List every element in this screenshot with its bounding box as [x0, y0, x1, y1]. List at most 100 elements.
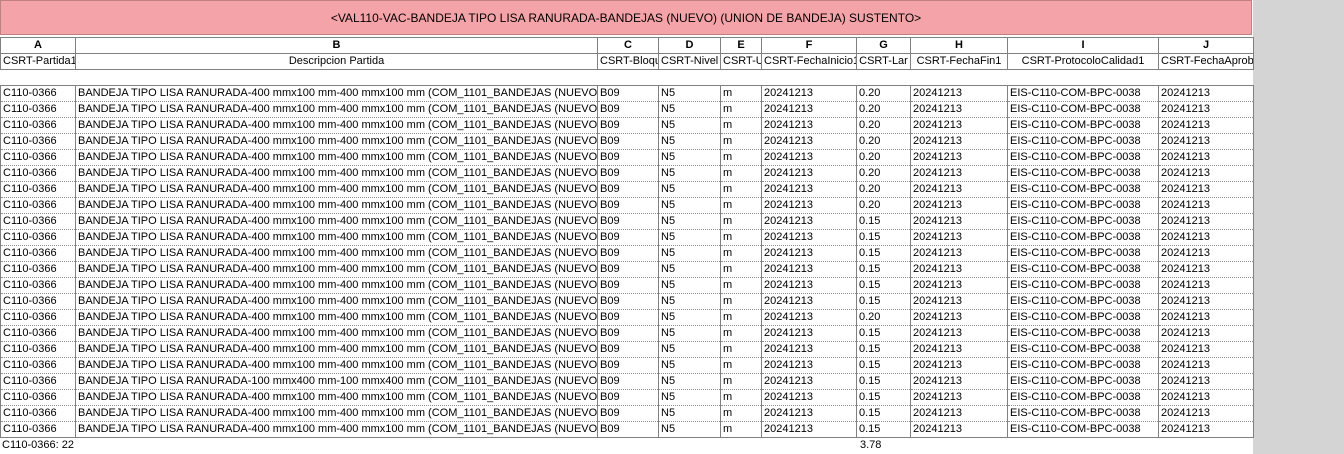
table-cell[interactable]: 20241213 — [1158, 357, 1254, 374]
table-cell[interactable]: C110-0366 — [0, 229, 76, 246]
table-cell[interactable]: 20241213 — [910, 229, 1008, 246]
table-cell[interactable]: m — [720, 117, 762, 134]
table-cell[interactable]: m — [720, 357, 762, 374]
table-cell[interactable]: B09 — [597, 165, 659, 182]
column-header[interactable]: CSRT-Partida1 — [0, 53, 76, 70]
table-cell[interactable]: 20241213 — [1158, 149, 1254, 166]
table-row[interactable]: C110-0366 BANDEJA TIPO LISA RANURADA-400 … — [0, 149, 1254, 166]
table-cell[interactable]: BANDEJA TIPO LISA RANURADA-400 mmx100 mm… — [75, 293, 598, 310]
table-cell[interactable]: 0.15 — [856, 277, 911, 294]
table-cell[interactable]: 0.15 — [856, 293, 911, 310]
table-cell[interactable]: B09 — [597, 325, 659, 342]
table-cell[interactable]: N5 — [658, 357, 721, 374]
table-cell[interactable]: BANDEJA TIPO LISA RANURADA-400 mmx100 mm… — [75, 309, 598, 326]
table-cell[interactable]: 0.20 — [856, 197, 911, 214]
table-cell[interactable]: 20241213 — [761, 165, 857, 182]
table-cell[interactable]: 20241213 — [1158, 197, 1254, 214]
table-cell[interactable]: B09 — [597, 421, 659, 438]
table-cell[interactable]: 20241213 — [910, 197, 1008, 214]
table-cell[interactable]: N5 — [658, 309, 721, 326]
table-cell[interactable]: 20241213 — [910, 181, 1008, 198]
table-cell[interactable]: 20241213 — [1158, 373, 1254, 390]
table-row[interactable]: C110-0366 BANDEJA TIPO LISA RANURADA-400 … — [0, 293, 1254, 310]
table-cell[interactable]: 20241213 — [910, 309, 1008, 326]
table-row[interactable]: C110-0366 BANDEJA TIPO LISA RANURADA-400 … — [0, 341, 1254, 358]
column-header[interactable]: CSRT-Bloque — [597, 53, 659, 70]
table-cell[interactable]: 20241213 — [761, 277, 857, 294]
table-cell[interactable]: 20241213 — [1158, 421, 1254, 438]
column-header[interactable]: CSRT-FechaInicio1 — [761, 53, 857, 70]
table-cell[interactable]: 20241213 — [1158, 389, 1254, 406]
table-cell[interactable]: 20241213 — [910, 85, 1008, 102]
column-letter-d[interactable]: D — [658, 37, 721, 54]
table-cell[interactable]: 20241213 — [910, 133, 1008, 150]
table-row[interactable]: C110-0366 BANDEJA TIPO LISA RANURADA-400 … — [0, 309, 1254, 326]
table-cell[interactable]: 0.20 — [856, 165, 911, 182]
table-cell[interactable]: 20241213 — [761, 229, 857, 246]
table-cell[interactable]: EIS-C110-COM-BPC-0038 — [1007, 421, 1159, 438]
table-cell[interactable]: m — [720, 213, 762, 230]
table-cell[interactable]: 20241213 — [761, 293, 857, 310]
table-cell[interactable]: EIS-C110-COM-BPC-0038 — [1007, 373, 1159, 390]
table-cell[interactable]: B09 — [597, 389, 659, 406]
table-cell[interactable]: 20241213 — [910, 293, 1008, 310]
table-cell[interactable]: 20241213 — [761, 197, 857, 214]
table-cell[interactable]: C110-0366 — [0, 165, 76, 182]
table-cell[interactable]: 0.15 — [856, 229, 911, 246]
table-cell[interactable]: N5 — [658, 229, 721, 246]
table-cell[interactable]: 20241213 — [910, 277, 1008, 294]
table-cell[interactable]: 0.20 — [856, 85, 911, 102]
table-cell[interactable]: BANDEJA TIPO LISA RANURADA-100 mmx400 mm… — [75, 373, 598, 390]
table-cell[interactable]: 20241213 — [761, 245, 857, 262]
table-cell[interactable]: 20241213 — [761, 85, 857, 102]
table-cell[interactable]: N5 — [658, 293, 721, 310]
table-cell[interactable]: B09 — [597, 181, 659, 198]
table-cell[interactable]: 20241213 — [761, 101, 857, 118]
table-cell[interactable]: m — [720, 389, 762, 406]
table-cell[interactable]: C110-0366 — [0, 213, 76, 230]
table-cell[interactable]: BANDEJA TIPO LISA RANURADA-400 mmx100 mm… — [75, 85, 598, 102]
table-cell[interactable]: B09 — [597, 261, 659, 278]
table-cell[interactable]: m — [720, 293, 762, 310]
table-cell[interactable]: m — [720, 405, 762, 422]
table-row[interactable]: C110-0366 BANDEJA TIPO LISA RANURADA-400 … — [0, 101, 1254, 118]
table-cell[interactable]: C110-0366 — [0, 197, 76, 214]
table-cell[interactable]: C110-0366 — [0, 421, 76, 438]
table-cell[interactable]: 20241213 — [1158, 213, 1254, 230]
table-row[interactable]: C110-0366 BANDEJA TIPO LISA RANURADA-400 … — [0, 389, 1254, 406]
table-cell[interactable]: EIS-C110-COM-BPC-0038 — [1007, 133, 1159, 150]
table-cell[interactable]: BANDEJA TIPO LISA RANURADA-400 mmx100 mm… — [75, 165, 598, 182]
table-cell[interactable]: EIS-C110-COM-BPC-0038 — [1007, 341, 1159, 358]
table-cell[interactable]: BANDEJA TIPO LISA RANURADA-400 mmx100 mm… — [75, 245, 598, 262]
table-cell[interactable]: C110-0366 — [0, 133, 76, 150]
table-cell[interactable]: 20241213 — [910, 389, 1008, 406]
table-cell[interactable]: B09 — [597, 229, 659, 246]
column-header[interactable]: CSRT-Nivel — [658, 53, 721, 70]
table-cell[interactable]: 20241213 — [761, 341, 857, 358]
table-cell[interactable]: 20241213 — [910, 101, 1008, 118]
table-cell[interactable]: 20241213 — [761, 213, 857, 230]
table-cell[interactable]: m — [720, 229, 762, 246]
table-cell[interactable]: EIS-C110-COM-BPC-0038 — [1007, 261, 1159, 278]
table-cell[interactable]: 20241213 — [910, 421, 1008, 438]
column-letter-e[interactable]: E — [720, 37, 762, 54]
table-cell[interactable]: 20241213 — [910, 213, 1008, 230]
column-letter-i[interactable]: I — [1007, 37, 1159, 54]
table-cell[interactable]: 20241213 — [910, 405, 1008, 422]
column-header[interactable]: CSRT-Lar — [856, 53, 911, 70]
table-cell[interactable]: m — [720, 277, 762, 294]
table-cell[interactable]: 0.20 — [856, 149, 911, 166]
table-row[interactable]: C110-0366 BANDEJA TIPO LISA RANURADA-400 … — [0, 165, 1254, 182]
table-row[interactable]: C110-0366 BANDEJA TIPO LISA RANURADA-400 … — [0, 133, 1254, 150]
table-row[interactable]: C110-0366 BANDEJA TIPO LISA RANURADA-400 … — [0, 85, 1254, 102]
table-cell[interactable]: 0.15 — [856, 261, 911, 278]
table-cell[interactable]: N5 — [658, 405, 721, 422]
table-cell[interactable]: 20241213 — [910, 341, 1008, 358]
table-cell[interactable]: 20241213 — [761, 389, 857, 406]
table-cell[interactable]: BANDEJA TIPO LISA RANURADA-400 mmx100 mm… — [75, 357, 598, 374]
table-cell[interactable]: EIS-C110-COM-BPC-0038 — [1007, 85, 1159, 102]
table-cell[interactable]: B09 — [597, 405, 659, 422]
table-cell[interactable]: N5 — [658, 261, 721, 278]
table-cell[interactable]: C110-0366 — [0, 85, 76, 102]
table-cell[interactable]: C110-0366 — [0, 341, 76, 358]
